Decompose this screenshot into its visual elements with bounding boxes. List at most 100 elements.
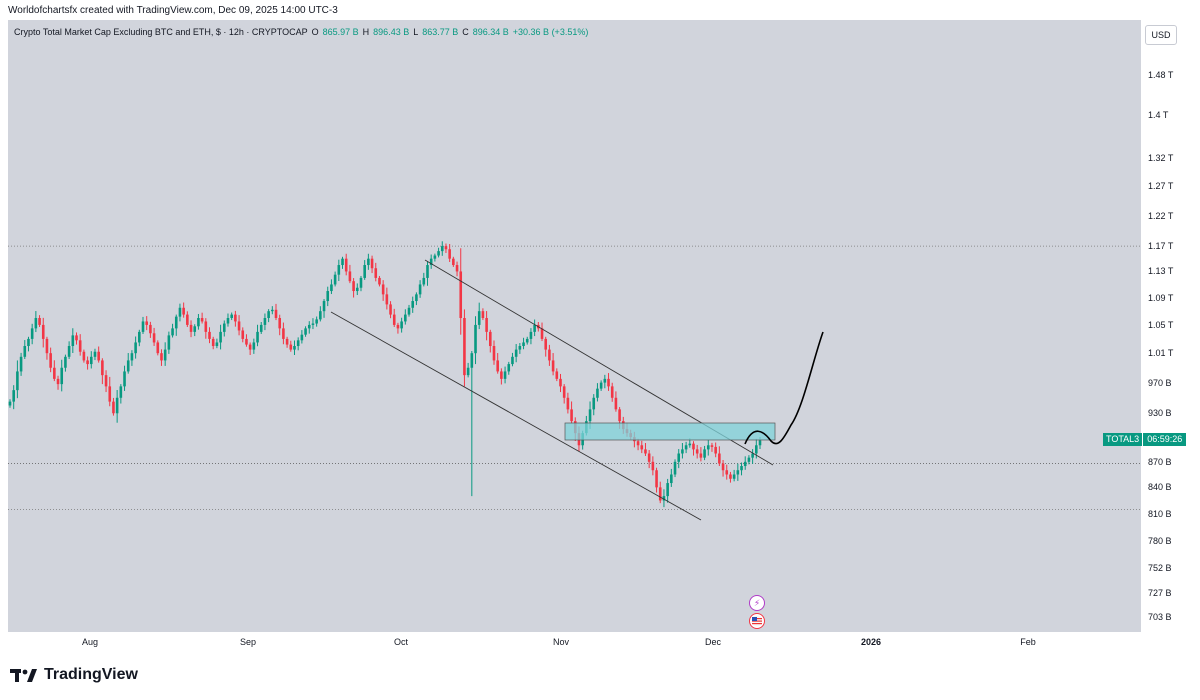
candle-body <box>474 324 477 354</box>
candle-body <box>293 346 296 350</box>
candle-body <box>452 258 455 266</box>
candle-body <box>337 265 341 275</box>
candle-body <box>404 314 407 322</box>
event-bolt-icon[interactable]: ⚡ <box>749 595 765 611</box>
candle-body <box>514 349 518 357</box>
legend-close-label: C <box>462 27 469 37</box>
tradingview-logo-icon <box>10 669 37 682</box>
last-price-label: TOTAL3 06:59:26 <box>1103 433 1187 446</box>
candle-body <box>559 378 562 387</box>
candle-body <box>333 274 337 285</box>
price-axis-tick: 727 B <box>1148 587 1172 598</box>
candle-body <box>751 453 754 458</box>
resistance-zone <box>564 422 776 441</box>
candle-body <box>392 314 396 325</box>
time-axis-tick: Aug <box>81 637 99 647</box>
time-axis-tick: Dec <box>704 637 722 647</box>
price-axis-tick: 752 B <box>1148 562 1172 573</box>
candle-body <box>186 314 189 325</box>
symbol-legend: Crypto Total Market Cap Excluding BTC an… <box>14 27 588 37</box>
candle-body <box>130 353 134 361</box>
candle-body <box>418 284 422 295</box>
time-axis-tick: Oct <box>393 637 409 647</box>
candle-body <box>444 246 448 250</box>
candle-body <box>285 338 289 345</box>
candlestick-chart[interactable] <box>8 20 1141 632</box>
price-axis-tick: 970 B <box>1148 377 1172 388</box>
candle-body <box>126 360 130 372</box>
candle-body <box>592 397 596 410</box>
candle-body <box>426 265 429 278</box>
candle-body <box>34 318 38 329</box>
candle-body <box>226 318 230 324</box>
currency-button[interactable]: USD <box>1145 25 1177 45</box>
attribution-text: Worldofchartsfx created with TradingView… <box>8 5 338 16</box>
time-axis-tick: Feb <box>1020 637 1036 647</box>
candle-body <box>370 258 374 269</box>
candle-body <box>496 360 499 372</box>
candle-body <box>171 328 174 336</box>
candle-body <box>755 445 758 454</box>
candle-body <box>714 446 717 454</box>
candle-body <box>115 397 119 414</box>
candle-body <box>562 386 566 398</box>
candle-body <box>174 316 178 329</box>
price-axis-tick: 870 B <box>1148 456 1172 467</box>
candle-body <box>729 474 732 479</box>
candle-body <box>718 453 721 464</box>
candle-body <box>470 353 474 368</box>
candle-body <box>237 321 241 331</box>
candle-body <box>407 307 411 315</box>
time-axis[interactable]: Aug Sep Oct Nov Dec 2026 Feb <box>8 632 1141 654</box>
candle-body <box>30 328 34 339</box>
candle-body <box>149 324 152 334</box>
candle-body <box>86 360 89 365</box>
candle-body <box>152 333 156 343</box>
tradingview-brand: TradingView <box>44 666 138 683</box>
candle-body <box>529 331 533 339</box>
candle-body <box>437 251 440 256</box>
candle-body <box>71 335 75 347</box>
candle-body <box>160 353 163 361</box>
candle-body <box>178 307 182 317</box>
candle-body <box>651 461 655 471</box>
price-axis[interactable]: 1.48 T 1.4 T 1.32 T 1.27 T 1.22 T 1.17 T 1.13 … <box>1141 20 1200 632</box>
candle-body <box>758 440 762 446</box>
candle-body <box>440 246 444 252</box>
candle-body <box>706 445 710 450</box>
legend-high-value: 896.43 B <box>373 27 410 37</box>
candle-body <box>322 301 326 312</box>
candle-body <box>348 271 352 282</box>
candle-body <box>511 356 514 365</box>
candle-body <box>304 328 307 335</box>
candle-body <box>422 277 426 285</box>
candle-body <box>123 371 126 387</box>
candle-body <box>45 338 49 354</box>
chart-plot-area[interactable] <box>8 20 1141 632</box>
candle-body <box>503 371 507 379</box>
price-axis-tick: 1.17 T <box>1148 241 1174 252</box>
candle-body <box>156 342 160 354</box>
candle-body <box>518 346 522 350</box>
candle-body <box>278 318 282 329</box>
price-axis-tick: 1.09 T <box>1148 292 1174 303</box>
candle-body <box>385 294 389 305</box>
candle-body <box>732 474 736 479</box>
candle-body <box>662 496 666 501</box>
candle-body <box>41 324 45 339</box>
legend-open-value: 865.97 B <box>322 27 359 37</box>
candle-body <box>145 321 148 325</box>
candle-body <box>189 324 193 332</box>
candle-body <box>666 483 669 497</box>
price-axis-tick: 810 B <box>1148 508 1172 519</box>
candle-body <box>282 328 285 339</box>
candle-body <box>267 311 270 319</box>
candle-body <box>93 351 97 357</box>
candle-body <box>341 258 344 266</box>
candle-body <box>463 318 466 376</box>
candle-body <box>533 324 536 332</box>
candle-body <box>78 340 82 352</box>
event-flag-icon[interactable] <box>749 613 765 629</box>
candle-body <box>692 443 695 450</box>
legend-close-value: 896.34 B <box>472 27 509 37</box>
